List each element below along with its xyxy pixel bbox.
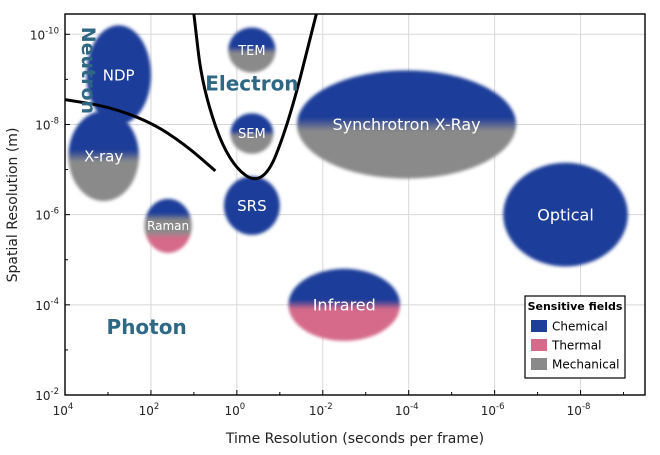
- x-axis-title: Time Resolution (seconds per frame): [225, 431, 484, 447]
- y-tick-label: 10-2: [35, 387, 59, 403]
- y-tick-label: 10-6: [35, 207, 59, 223]
- bubble-synchrotron-x-ray: Synchrotron X-Ray: [297, 70, 517, 179]
- legend-label-thermal: Thermal: [551, 339, 601, 353]
- x-tick-label: 10-4: [395, 402, 419, 418]
- bubble-label: Infrared: [313, 296, 376, 315]
- bubble-label: NDP: [103, 66, 135, 84]
- region-label-neutron: Neutron: [77, 27, 99, 114]
- y-tick-label: 10-10: [30, 26, 59, 42]
- x-tick-label: 102: [139, 402, 160, 418]
- bubble-x-ray: X-ray: [68, 110, 139, 202]
- legend-swatch-mechanical: [531, 358, 547, 370]
- bubble-shape: [228, 27, 276, 73]
- legend-label-mechanical: Mechanical: [552, 358, 620, 372]
- bubble-shape: [68, 110, 139, 202]
- bubble-label: TEM: [237, 44, 265, 59]
- bubble-label: SRS: [237, 197, 266, 215]
- x-tick-label: 100: [225, 402, 246, 418]
- bubble-label: SEM: [238, 127, 266, 142]
- region-boundaries: [64, 13, 318, 181]
- region-labels: Neutron Electron Photon: [77, 27, 298, 339]
- legend-label-chemical: Chemical: [552, 320, 608, 334]
- x-tick-label: 10-8: [567, 402, 591, 418]
- bubble-shape: [503, 162, 628, 267]
- plot-frame: [64, 13, 646, 396]
- bubble-sem: SEM: [230, 113, 274, 154]
- neutron-boundary: [64, 98, 217, 173]
- bubble-shape: [288, 268, 401, 341]
- legend-swatch-thermal: [531, 339, 547, 351]
- y-axis-title: Spatial Resolution (m): [5, 128, 21, 283]
- region-label-electron: Electron: [205, 72, 298, 96]
- x-tick-label: 104: [53, 402, 74, 418]
- bubble-shape: [297, 70, 517, 179]
- legend-title: Sensitive fields: [528, 300, 623, 313]
- bubble-optical: Optical: [503, 162, 628, 267]
- bubble-ndp: NDP: [86, 25, 151, 125]
- x-tick-label: 10-6: [481, 402, 505, 418]
- bubble-label: Optical: [537, 205, 594, 224]
- bubble-tem: TEM: [228, 27, 276, 73]
- bubble-infrared: Infrared: [288, 268, 401, 341]
- bubble-shape: [223, 176, 280, 235]
- bubble-label: X-ray: [84, 147, 123, 165]
- bubble-shape: [144, 198, 192, 253]
- legend: Sensitive fields Chemical Thermal Mechanica…: [524, 295, 626, 379]
- bubble-raman: Raman: [144, 198, 192, 253]
- electron-boundary: [192, 13, 318, 181]
- legend-swatch-chemical: [531, 320, 547, 332]
- bubble-label: Synchrotron X-Ray: [332, 115, 480, 134]
- bubble-shape: [230, 113, 274, 154]
- x-tick-label: 10-2: [309, 402, 333, 418]
- axis-ticks: 104 102 100 10-2 10-4 10-6 10-8 10-10 10-8 10-6 10…: [30, 26, 625, 418]
- region-label-photon: Photon: [107, 315, 187, 339]
- bubble-label: Raman: [147, 219, 189, 233]
- bubble-shape: [86, 25, 151, 125]
- bubble-srs: SRS: [223, 176, 280, 235]
- technique-bubbles: NDP TEM SEM X-ray SRS Raman Synchrotron X-Ray O…: [68, 25, 628, 341]
- y-tick-label: 10-4: [35, 297, 59, 313]
- y-tick-label: 10-8: [35, 116, 59, 132]
